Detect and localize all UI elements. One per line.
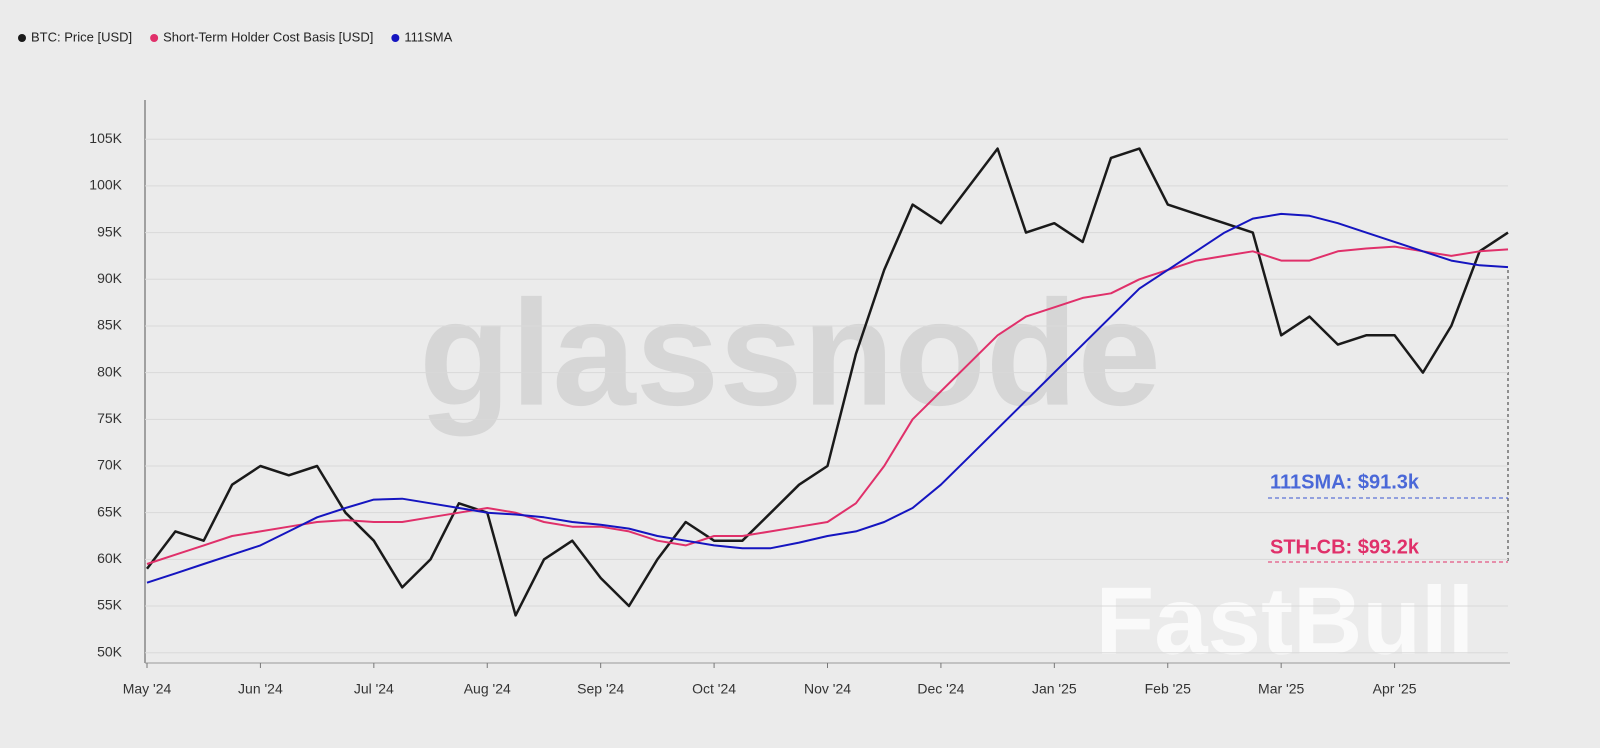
series-line [146,212,1509,584]
x-tick-label: Feb '25 [1145,681,1191,697]
legend-label: Short-Term Holder Cost Basis [USD] [163,29,373,44]
series-line [146,147,1509,617]
y-tick-label: 75K [97,410,123,426]
legend-dot [150,34,159,42]
y-tick-label: 105K [89,130,122,146]
x-tick-label: Jul '24 [354,681,394,697]
x-tick-label: Oct '24 [692,681,736,697]
watermark: glassnode [419,269,1161,437]
y-tick-label: 80K [97,363,123,379]
x-tick-label: Jun '24 [238,681,283,697]
y-tick-label: 70K [97,457,123,473]
legend-dot [391,34,400,42]
x-tick-label: Mar '25 [1258,681,1304,697]
legend-dot [18,34,26,42]
series-line [146,245,1509,565]
x-tick-label: Sep '24 [577,681,624,697]
legend-label: 111SMA [404,29,452,44]
x-tick-label: Aug '24 [464,681,511,697]
x-tick-label: Dec '24 [917,681,964,697]
y-tick-label: 60K [97,550,123,566]
y-tick-label: 95K [97,223,123,239]
x-tick-label: May '24 [123,681,172,697]
watermark: FastBull [1096,567,1475,674]
legend-label: BTC: Price [USD] [31,29,132,44]
y-tick-label: 100K [89,177,122,193]
y-tick-label: 65K [97,503,123,519]
x-tick-label: Jan '25 [1032,681,1077,697]
y-tick-label: 55K [97,597,123,613]
annotation: 111SMA: $91.3k [1270,471,1420,493]
x-tick-label: Nov '24 [804,681,851,697]
annotation: STH-CB: $93.2k [1270,536,1420,558]
y-tick-label: 85K [97,317,123,333]
x-tick-label: Apr '25 [1373,681,1417,697]
y-tick-label: 50K [97,643,123,659]
y-tick-label: 90K [97,270,123,286]
